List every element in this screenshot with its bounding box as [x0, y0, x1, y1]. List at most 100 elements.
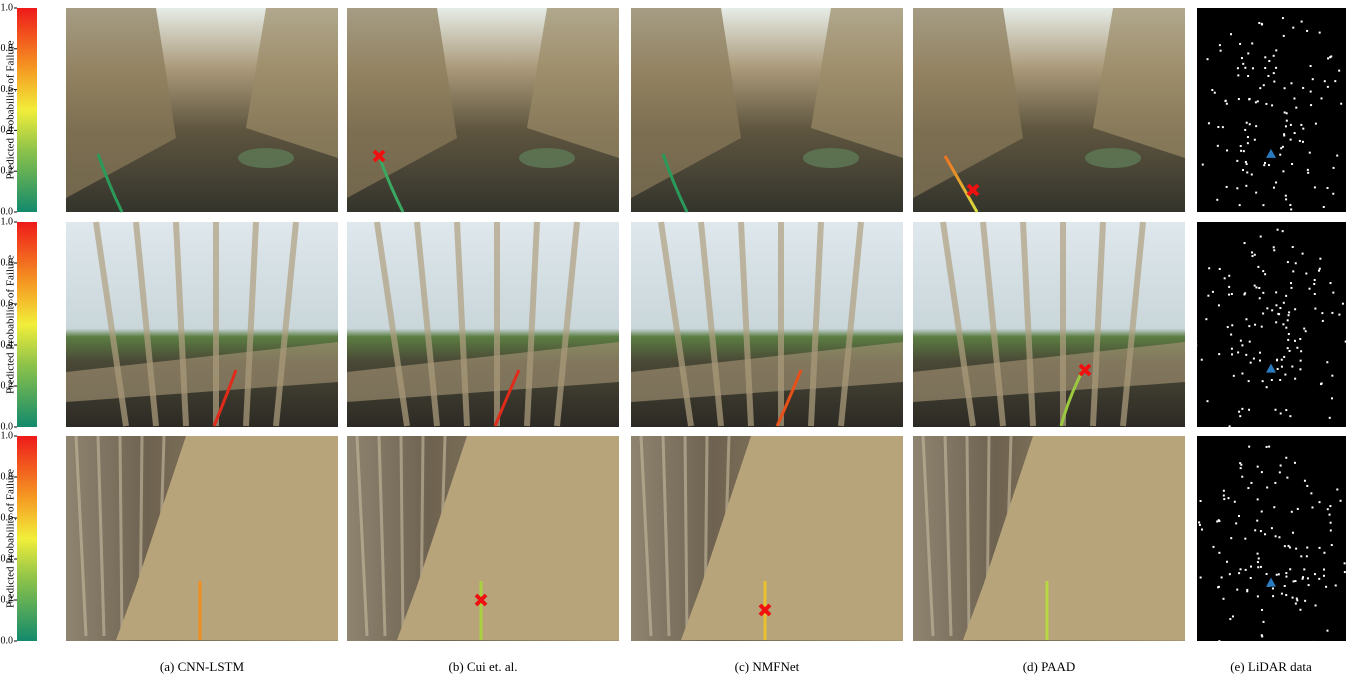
lidar-point: [1286, 477, 1288, 479]
lidar-point: [1336, 488, 1338, 490]
lidar-point: [1292, 246, 1294, 248]
lidar-point: [1333, 167, 1335, 169]
leaf: [803, 148, 859, 168]
lidar-point: [1353, 120, 1355, 122]
lidar-point: [1308, 584, 1310, 586]
camera-image: [347, 8, 619, 212]
lidar-point: [1200, 500, 1202, 502]
lidar-point: [1233, 375, 1235, 377]
lidar-point: [1340, 103, 1342, 105]
lidar-point: [1278, 536, 1280, 538]
lidar-point: [1285, 327, 1287, 329]
lidar-point: [1349, 139, 1351, 141]
stalk: [120, 436, 122, 636]
lidar-point: [1262, 204, 1264, 206]
lidar-point: [1245, 318, 1247, 320]
lidar-point: [1285, 572, 1287, 574]
lidar-point: [1278, 573, 1280, 575]
lidar-point: [1312, 78, 1314, 80]
lidar-point: [1291, 287, 1293, 289]
lidar-point: [1327, 57, 1329, 59]
lidar-point: [1278, 313, 1280, 315]
lidar-point: [1281, 366, 1283, 368]
colorbar-label: Predicted Probability of Failure: [5, 40, 17, 179]
lidar-point: [1195, 341, 1197, 343]
lidar-point: [1254, 285, 1256, 287]
lidar-point: [1301, 21, 1303, 23]
lidar-point: [1248, 380, 1250, 382]
lidar-point: [1247, 136, 1249, 138]
lidar-point: [1231, 348, 1233, 350]
tick-label: 0.4: [1, 339, 14, 350]
lidar-point: [1289, 568, 1291, 570]
lidar-point: [1279, 379, 1281, 381]
lidar-point: [1257, 595, 1259, 597]
lidar-point: [1296, 598, 1298, 600]
lidar-point: [1300, 555, 1302, 557]
lidar-point: [1311, 506, 1313, 508]
lidar-point: [1262, 313, 1264, 315]
body: Predicted Probability of Failure0.00.20.…: [0, 0, 1364, 683]
lidar-point: [1254, 139, 1256, 141]
caption: (b) Cui et. al.: [449, 659, 518, 674]
lidar-point: [1274, 482, 1276, 484]
lidar-point: [1259, 297, 1261, 299]
lidar-point: [1295, 107, 1297, 109]
lidar-point: [1239, 415, 1241, 417]
lidar-point: [1231, 324, 1233, 326]
lidar-point: [1257, 466, 1259, 468]
lidar-point: [1318, 270, 1320, 272]
caption: (e) LiDAR data: [1230, 659, 1312, 674]
lidar-point: [1245, 161, 1247, 163]
lidar-point: [1313, 283, 1315, 285]
lidar-point: [1245, 354, 1247, 356]
lidar-point: [1293, 580, 1295, 582]
lidar-point: [1239, 204, 1241, 206]
camera-image: [347, 222, 619, 427]
lidar-point: [1302, 253, 1304, 255]
camera-image: [631, 436, 903, 641]
lidar-point: [1319, 32, 1321, 34]
lidar-point: [1327, 187, 1329, 189]
colorbar: [17, 222, 37, 427]
lidar-point: [1223, 490, 1225, 492]
lidar-point: [1261, 471, 1263, 473]
lidar-point: [1223, 495, 1225, 497]
lidar-point: [1229, 573, 1231, 575]
lidar-point: [1291, 511, 1293, 513]
lidar-point: [1283, 35, 1285, 37]
lidar-point: [1260, 566, 1262, 568]
lidar-point: [1246, 122, 1248, 124]
lidar-point: [1273, 55, 1275, 57]
lidar-point: [1257, 553, 1259, 555]
lidar-point: [1219, 268, 1221, 270]
lidar-point: [1226, 561, 1228, 563]
lidar-point: [1263, 621, 1265, 623]
lidar-image: [1189, 436, 1353, 666]
lidar-bg: [1197, 222, 1346, 427]
lidar-point: [1262, 380, 1264, 382]
lidar-point: [1251, 255, 1253, 257]
lidar-point: [1272, 213, 1274, 215]
lidar-point: [1287, 261, 1289, 263]
lidar-point: [1273, 81, 1275, 83]
lidar-point: [1246, 171, 1248, 173]
lidar-point: [1331, 544, 1333, 546]
lidar-point: [1283, 302, 1285, 304]
lidar-point: [1255, 192, 1257, 194]
lidar-point: [1303, 568, 1305, 570]
lidar-point: [1257, 566, 1259, 568]
lidar-point: [1246, 590, 1248, 592]
lidar-point: [1260, 236, 1262, 238]
lidar-point: [1280, 147, 1282, 149]
lidar-point: [1325, 586, 1327, 588]
lidar-point: [1257, 100, 1259, 102]
lidar-point: [1266, 486, 1268, 488]
camera-image: [913, 222, 1185, 427]
leaf: [519, 148, 575, 168]
lidar-point: [1235, 522, 1237, 524]
lidar-point: [1251, 251, 1253, 253]
lidar-point: [1247, 142, 1249, 144]
lidar-point: [1262, 270, 1264, 272]
lidar-point: [1276, 574, 1278, 576]
